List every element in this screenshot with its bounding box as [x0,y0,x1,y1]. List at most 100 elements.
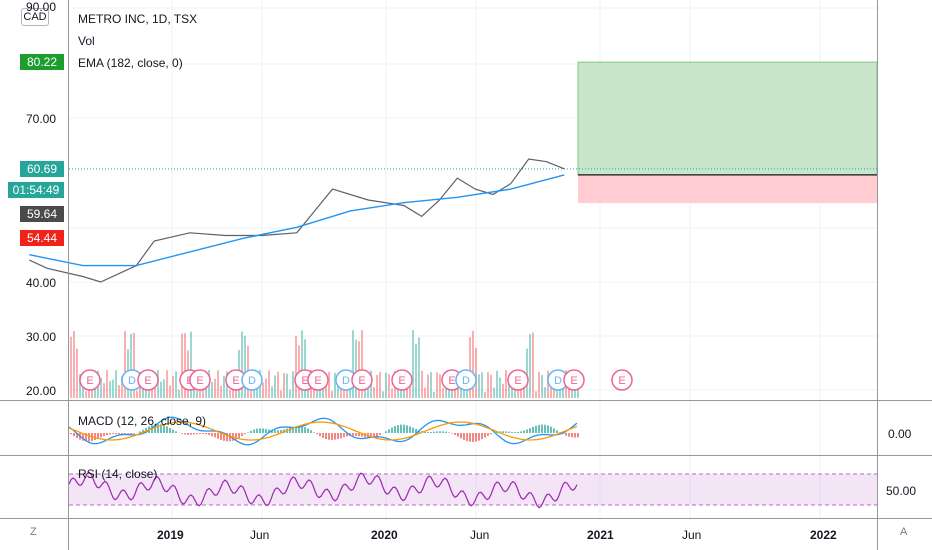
macd-histogram-bar [97,433,99,439]
macd-histogram-bar [448,432,450,433]
current-price-label: 60.69 [20,161,64,177]
macd-histogram-bar [424,431,426,433]
volume-legend[interactable]: Vol [78,34,95,48]
volume-bar [70,336,72,398]
volume-bar [544,387,546,398]
macd-histogram-bar [334,433,336,440]
volume-bar [526,348,528,398]
macd-histogram-bar [442,431,444,433]
volume-bar [484,391,486,398]
time-label-jun-2019: Jun [250,528,270,542]
macd-histogram-bar [187,433,189,435]
volume-bar [169,385,171,398]
macd-histogram-bar [301,426,303,433]
rsi-pane-graphics [68,471,877,509]
earnings-marker-label: E [86,375,93,387]
target-zone[interactable] [577,61,878,176]
macd-histogram-bar [346,433,348,437]
volume-bar [487,372,489,398]
macd-histogram-bar [208,433,210,436]
macd-histogram-bar [214,433,216,438]
macd-histogram-bar [112,433,114,435]
rsi-legend[interactable]: RSI (14, close) [78,467,158,481]
macd-histogram-bar [478,433,480,441]
macd-histogram-bar [565,433,567,436]
earnings-marker-label: E [398,375,405,387]
target-price-label: 80.22 [20,54,64,70]
auto-scale-button[interactable]: A [900,526,908,538]
ema-legend[interactable]: EMA (182, close, 0) [78,56,183,70]
macd-histogram-bar [223,433,225,441]
macd-histogram-bar [76,433,78,438]
volume-bar [130,333,132,398]
volume-bar [271,386,273,398]
macd-histogram-bar [322,433,324,438]
macd-histogram-bar [379,433,381,435]
macd-histogram-bar [505,431,507,433]
macd-histogram-bar [292,426,294,433]
earnings-marker [79,369,101,391]
macd-histogram-bar [253,429,255,433]
macd-histogram-bar [502,431,504,433]
macd-histogram-bar [139,431,141,433]
earnings-marker-label: E [448,375,455,387]
volume-bar [508,380,510,398]
currency-button[interactable]: CAD [21,8,49,26]
macd-histogram-bar [307,428,309,433]
timezone-button[interactable]: Z [30,526,37,538]
volume-bar [385,372,387,398]
macd-histogram-bar [412,427,414,433]
pane-separator-rsi[interactable] [0,455,932,456]
earnings-marker [137,369,159,391]
volume-bar [481,372,483,398]
volume-bar [505,370,507,398]
macd-histogram-bar [460,433,462,439]
volume-bar [421,370,423,398]
volume-bar [280,390,282,398]
macd-histogram-bar [535,425,537,433]
earnings-marker-label: E [314,375,321,387]
macd-histogram-bar [496,431,498,433]
earnings-marker-label: E [514,375,521,387]
macd-histogram-bar [325,433,327,440]
macd-histogram-bar [85,433,87,442]
dividend-marker-label: D [128,375,136,387]
macd-histogram-bar [262,428,264,433]
volume-bar [295,336,297,398]
pane-separator-macd[interactable] [0,400,932,401]
volume-bar [76,348,78,398]
macd-histogram-bar [256,428,258,433]
macd-histogram-bar [211,433,213,437]
volume-bar [184,333,186,398]
macd-histogram-bar [436,431,438,433]
volume-bar [196,386,198,398]
macd-histogram-bar [196,433,198,435]
stop-zone[interactable] [578,174,877,204]
volume-bar [268,370,270,398]
volume-bar [340,389,342,398]
macd-legend[interactable]: MACD (12, 26, close, 9) [78,414,207,428]
volume-bar [241,331,243,398]
volume-bar [568,384,570,398]
macd-histogram-bar [175,431,177,433]
macd-histogram-bar [157,424,159,433]
macd-histogram-bar [244,433,246,435]
volume-bar [313,382,315,398]
volume-bar [274,375,276,398]
macd-histogram-bar [469,433,471,442]
macd-histogram-bar [475,433,477,442]
macd-histogram-bar [268,429,270,433]
volume-bar [451,384,453,398]
macd-histogram-bar [118,433,120,435]
volume-bar [493,387,495,398]
symbol-title[interactable]: METRO INC, 1D, TSX [78,12,198,26]
volume-bar [286,373,288,398]
volume-bar [469,337,471,398]
macd-histogram-bar [313,432,315,433]
earnings-marker-label: E [358,375,365,387]
volume-bar [517,384,519,398]
macd-histogram-bar [316,433,318,435]
macd-histogram-bar [451,433,453,434]
volume-bar [328,371,330,398]
